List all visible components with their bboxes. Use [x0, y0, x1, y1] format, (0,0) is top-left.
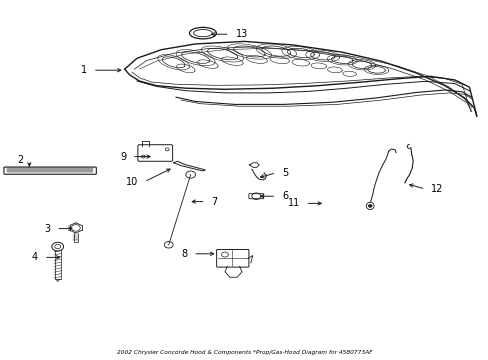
- Text: 9: 9: [120, 152, 126, 162]
- Text: 13: 13: [235, 29, 247, 39]
- Text: 1: 1: [81, 65, 87, 75]
- Text: 3: 3: [44, 224, 50, 234]
- Text: 7: 7: [211, 197, 217, 207]
- Text: 10: 10: [126, 177, 138, 187]
- Text: 2002 Chrysler Concorde Hood & Components *Prop/Gas-Hood Diagram for 4580773AF: 2002 Chrysler Concorde Hood & Components…: [117, 350, 371, 355]
- Circle shape: [367, 204, 371, 207]
- Text: 4: 4: [32, 252, 38, 262]
- Text: 12: 12: [430, 184, 443, 194]
- Text: 5: 5: [282, 168, 288, 178]
- Text: 8: 8: [181, 249, 187, 259]
- Text: 11: 11: [287, 198, 299, 208]
- Text: 2: 2: [17, 155, 23, 165]
- Text: 6: 6: [282, 191, 288, 201]
